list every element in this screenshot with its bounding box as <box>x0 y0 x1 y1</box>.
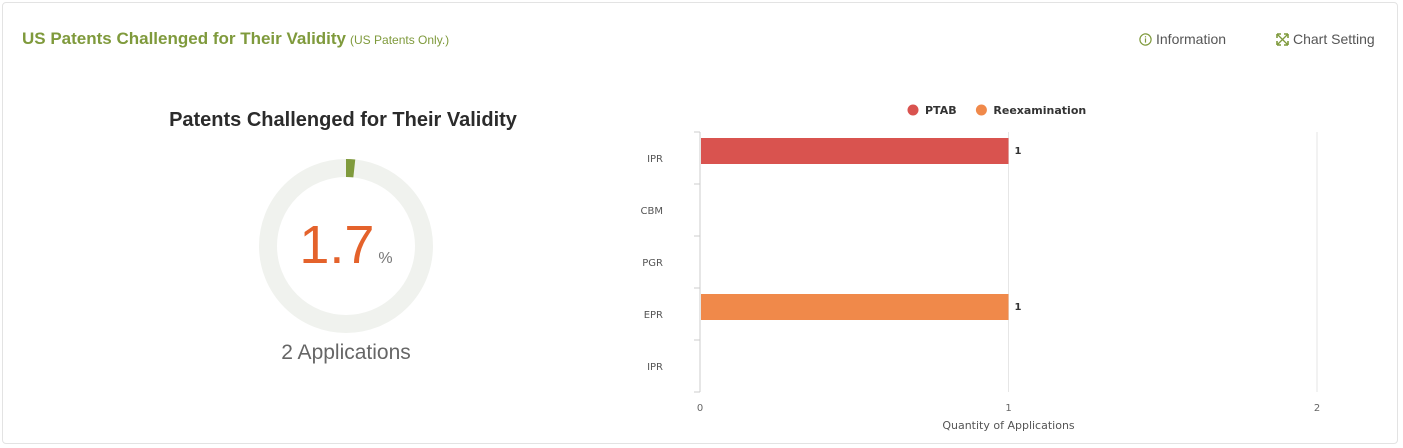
kpi-title: Patents Challenged for Their Validity <box>169 109 517 131</box>
x-tick-label: 0 <box>697 403 703 414</box>
kpi-unit: % <box>378 250 393 267</box>
legend-item[interactable]: PTAB <box>907 104 957 117</box>
info-circle-icon <box>1139 32 1152 46</box>
expand-arrows-icon <box>1276 32 1289 46</box>
donut-progress-arc <box>259 159 433 333</box>
y-tick-label: IPR <box>647 154 663 165</box>
x-tick-label: 1 <box>1005 403 1011 414</box>
kpi-number: 1.7 <box>299 215 375 275</box>
panel-header: US Patents Challenged for Their Validity… <box>22 29 449 49</box>
bar <box>701 138 1009 164</box>
legend-marker <box>975 104 987 116</box>
chart-setting-label: Chart Setting <box>1293 31 1375 47</box>
kpi-value: 1.7% <box>258 214 434 276</box>
y-tick-label: CBM <box>641 206 663 217</box>
data-label: 1 <box>1015 146 1022 157</box>
legend-item[interactable]: Reexamination <box>975 104 1086 117</box>
x-tick-label: 2 <box>1314 403 1320 414</box>
kpi-applications-count: 2 Applications <box>281 341 411 364</box>
bar-chart: 0 1 2 IPR CBM PGR EPR IPR 1 1 Quantity of Applicat… <box>641 104 1321 432</box>
data-label: 1 <box>1015 302 1022 313</box>
information-label: Information <box>1156 31 1227 47</box>
legend-marker <box>907 104 919 116</box>
bar <box>701 294 1009 320</box>
legend: PTAB Reexamination <box>907 104 1086 117</box>
y-tick-label: IPR <box>647 362 663 373</box>
y-tick-label: PGR <box>642 258 663 269</box>
panel-subtitle: (US Patents Only.) <box>350 33 450 47</box>
chart-setting-button[interactable]: Chart Setting <box>1276 31 1375 47</box>
panel-title: US Patents Challenged for Their Validity <box>22 29 347 48</box>
x-axis-title: Quantity of Applications <box>942 419 1075 432</box>
information-button[interactable]: Information <box>1139 31 1226 47</box>
legend-label: PTAB <box>925 104 957 117</box>
percent-donut <box>259 159 433 333</box>
y-tick-label: EPR <box>644 310 663 321</box>
legend-label: Reexamination <box>993 104 1086 117</box>
